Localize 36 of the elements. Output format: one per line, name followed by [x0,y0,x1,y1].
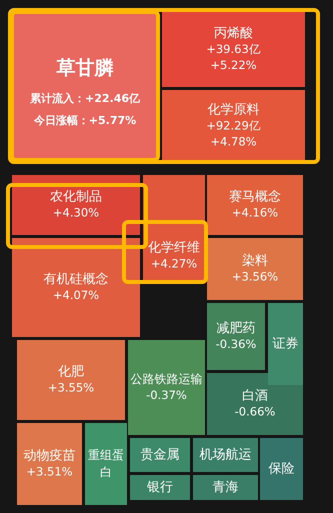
data-label: -0.36% [216,337,256,351]
category-label: 丙烯酸 [214,26,253,41]
data-label: +4.16% [232,206,278,220]
category-label: 贵金属 [140,448,180,462]
category-label: 银行 [146,480,173,495]
category-label: 赛马概念 [229,188,281,204]
category-label: 农化制品 [50,190,102,204]
category-label: 公路铁路运输 [130,372,202,386]
category-label: 减肥药 [216,321,256,336]
text: 累计流入：+22.46亿 [30,92,140,105]
data-label: -0.37% [146,388,187,402]
data-label: 今日涨幅：+5.77% [32,114,136,127]
data-label: +5.22% [210,58,257,72]
category-label: 机场航运 [200,448,252,462]
category-label: 证券 [272,336,298,352]
data-label: +3.56% [232,270,278,284]
data-label: +4.78% [210,134,257,148]
text: +39.63亿 [206,42,261,56]
category-label: 白酒 [242,388,268,404]
category-label: 有机硅概念 [44,272,108,287]
data-label: +4.30% [52,206,100,220]
data-label: +3.51% [26,464,73,478]
category-label: 动物疫苗 [24,448,76,464]
data-label: +3.55% [48,380,94,394]
category-label: 草甘膦 [56,57,114,79]
category-label: 青海 [212,480,238,495]
category-label: 化学原料 [208,102,260,118]
text: +92.29亿 [206,118,261,132]
data-label: +4.27% [150,256,198,270]
category-label: 保险 [268,462,294,476]
category-label: 化肥 [58,364,84,380]
data-label: +4.07% [52,288,100,302]
category-label: 染料 [242,254,268,268]
category-label: 重组蛋白 [88,448,124,479]
data-label: -0.66% [234,404,276,418]
category-label: 化学纤维 [148,240,200,256]
